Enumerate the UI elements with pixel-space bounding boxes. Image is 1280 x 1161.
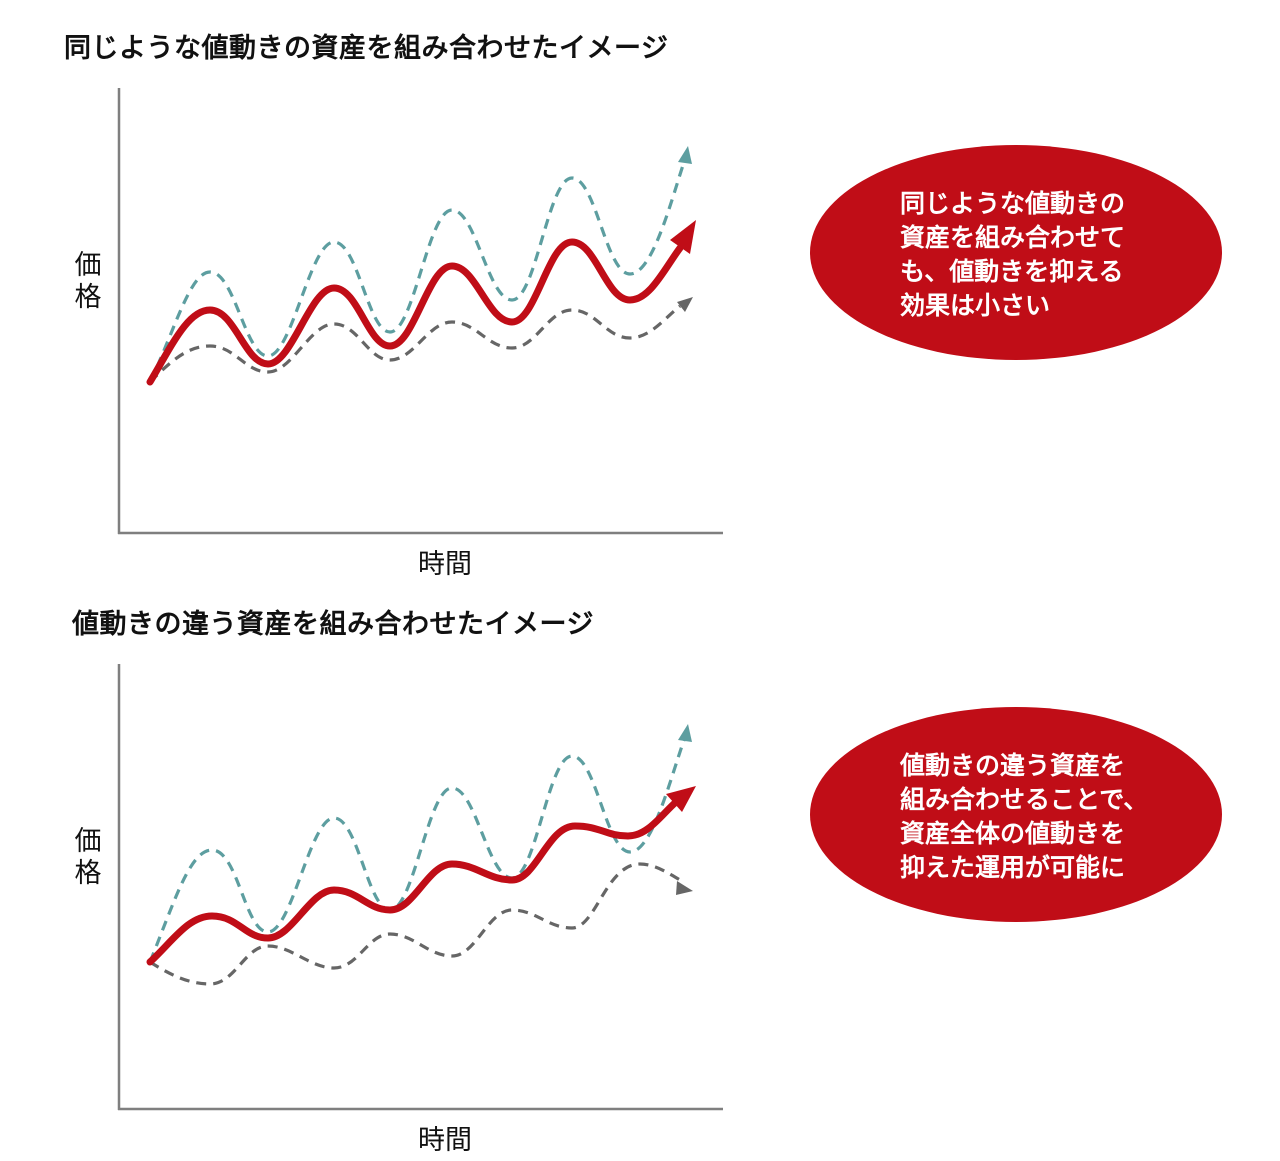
x-axis-label: 時間 xyxy=(418,549,472,580)
callout-text: 値動きの違う資産を 組み合わせることで、 資産全体の値動きを 抑えた運用が可能に xyxy=(900,751,1149,882)
line-chart xyxy=(117,88,723,535)
portfolio-line xyxy=(146,238,684,386)
panel-title: 同じような値動きの資産を組み合わせたイメージ xyxy=(64,33,669,64)
callout-bubble: 同じような値動きの 資産を組み合わせて も、値動きを抑える 効果は小さい xyxy=(810,145,1222,360)
panel-title: 値動きの違う資産を組み合わせたイメージ xyxy=(72,609,594,640)
y-axis-label: 価 格 xyxy=(74,250,102,313)
callout-text: 同じような値動きの 資産を組み合わせて も、値動きを抑える 効果は小さい xyxy=(900,189,1126,320)
gray-series-arrowhead xyxy=(676,881,693,895)
portfolio-line xyxy=(146,798,680,966)
line-chart xyxy=(117,664,723,1111)
teal-series-line xyxy=(148,161,686,383)
panel-different-assets: 値動きの違う資産を組み合わせたイメージ 価 格 時間 値動きの違う資産を 組み合… xyxy=(0,580,1280,1160)
portfolio-arrowhead xyxy=(670,220,696,254)
teal-series-arrowhead xyxy=(678,146,692,164)
gray-series-line xyxy=(149,862,681,986)
teal-series-arrowhead xyxy=(678,724,692,742)
callout-bubble: 値動きの違う資産を 組み合わせることで、 資産全体の値動きを 抑えた運用が可能に xyxy=(810,707,1222,922)
gray-series-arrowhead xyxy=(677,297,693,312)
teal-series-line xyxy=(148,739,686,963)
y-axis-label: 価 格 xyxy=(74,826,102,889)
portfolio-arrowhead xyxy=(666,786,696,812)
x-axis-label: 時間 xyxy=(418,1125,472,1156)
panel-similar-assets: 同じような値動きの資産を組み合わせたイメージ 価 格 時間 同じような値動きの … xyxy=(0,0,1280,580)
gray-series-line xyxy=(148,304,681,384)
